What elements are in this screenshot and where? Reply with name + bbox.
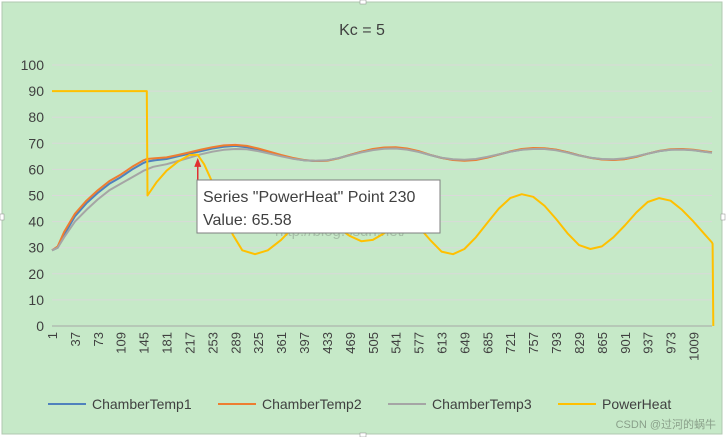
tooltip-box bbox=[196, 179, 441, 234]
x-tick-label: 145 bbox=[137, 332, 152, 354]
x-tick-label: 469 bbox=[343, 332, 358, 354]
x-axis: 1 37 73 109 145 181 217 253 289 325 361 397 433 469 50… bbox=[45, 332, 702, 361]
x-tick-label: 325 bbox=[251, 332, 266, 354]
y-tick-label: 50 bbox=[28, 188, 44, 204]
x-tick-label: 685 bbox=[480, 332, 495, 354]
x-tick-label: 397 bbox=[297, 332, 312, 354]
y-axis: 0 10 20 30 40 50 60 70 80 90 100 bbox=[21, 57, 45, 334]
x-tick-label: 361 bbox=[274, 332, 289, 354]
legend: ChamberTemp1 ChamberTemp2 ChamberTemp3 Powe… bbox=[48, 396, 671, 412]
x-tick-label: 181 bbox=[160, 332, 175, 354]
x-tick-label: 829 bbox=[572, 332, 587, 354]
resize-handle-left[interactable] bbox=[0, 213, 5, 221]
x-tick-label: 721 bbox=[503, 332, 518, 354]
x-tick-label: 973 bbox=[664, 332, 679, 354]
x-tick-label: 289 bbox=[228, 332, 243, 354]
x-tick-label: 649 bbox=[457, 332, 472, 354]
corner-credit: CSDN @过河的蜗牛 bbox=[616, 417, 716, 431]
x-tick-label: 577 bbox=[412, 332, 427, 354]
tooltip-pointer-arrow bbox=[194, 157, 202, 167]
chart-title: Kc = 5 bbox=[339, 22, 385, 39]
x-tick-label: 865 bbox=[595, 332, 610, 354]
series-line-ChamberTemp3 bbox=[51, 147, 713, 252]
tooltip-value: Value: 65.58 bbox=[203, 212, 292, 229]
resize-handle-right[interactable] bbox=[720, 213, 726, 221]
y-tick-label: 100 bbox=[21, 57, 45, 73]
x-tick-label: 73 bbox=[91, 332, 106, 346]
y-tick-label: 70 bbox=[28, 135, 44, 151]
y-tick-label: 60 bbox=[28, 161, 44, 177]
x-tick-label: 253 bbox=[205, 332, 220, 354]
y-tick-label: 10 bbox=[28, 292, 44, 308]
x-tick-label: 901 bbox=[618, 332, 633, 354]
legend-label: PowerHeat bbox=[602, 396, 671, 412]
x-tick-label: 541 bbox=[389, 332, 404, 354]
x-tick-label: 793 bbox=[549, 332, 564, 354]
y-tick-label: 80 bbox=[28, 109, 44, 125]
resize-handle-top[interactable] bbox=[359, 0, 367, 5]
y-tick-label: 90 bbox=[28, 83, 44, 99]
x-tick-label: 937 bbox=[641, 332, 656, 354]
y-tick-label: 20 bbox=[28, 266, 44, 282]
y-tick-label: 40 bbox=[28, 214, 44, 230]
tooltip: Series "PowerHeat" Point 230 Value: 65.58 bbox=[194, 157, 441, 234]
gridlines bbox=[52, 64, 712, 327]
x-tick-label: 1009 bbox=[687, 332, 702, 361]
tooltip-title: Series "PowerHeat" Point 230 bbox=[203, 189, 415, 206]
x-tick-label: 505 bbox=[366, 332, 381, 354]
x-tick-label: 433 bbox=[320, 332, 335, 354]
x-tick-label: 217 bbox=[182, 332, 197, 354]
y-tick-label: 30 bbox=[28, 240, 44, 256]
x-tick-label: 109 bbox=[114, 332, 129, 354]
y-tick-label: 0 bbox=[36, 318, 44, 334]
legend-label: ChamberTemp2 bbox=[262, 396, 362, 412]
x-tick-label: 1 bbox=[45, 332, 60, 339]
legend-label: ChamberTemp3 bbox=[432, 396, 532, 412]
x-tick-label: 37 bbox=[68, 332, 83, 346]
x-tick-label: 613 bbox=[435, 332, 450, 354]
x-tick-label: 757 bbox=[526, 332, 541, 354]
legend-label: ChamberTemp1 bbox=[92, 396, 192, 412]
resize-handle-bottom[interactable] bbox=[359, 432, 367, 437]
